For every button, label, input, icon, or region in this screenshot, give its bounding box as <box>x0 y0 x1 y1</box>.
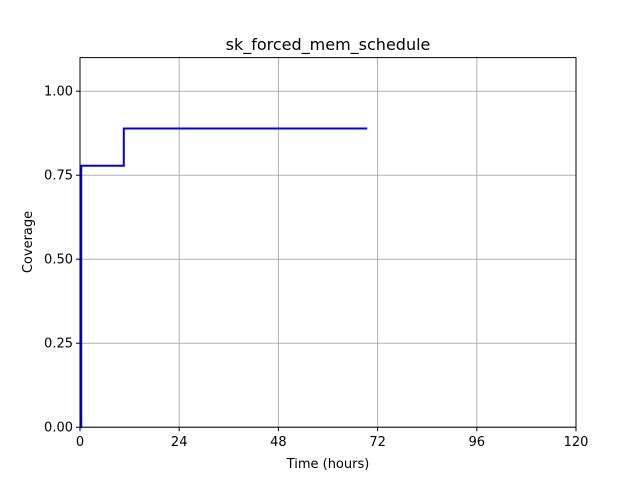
y-axis-ticks: 0.00 0.25 0.50 0.75 1.00 <box>44 85 80 436</box>
plot-frame <box>79 57 577 428</box>
x-tick-label: 96 <box>469 435 486 450</box>
y-tick-label: 1.00 <box>44 85 73 100</box>
y-tick-label: 0.50 <box>44 253 73 268</box>
grid-lines <box>79 57 577 428</box>
x-tick-label: 120 <box>564 435 589 450</box>
x-tick-label: 24 <box>171 435 188 450</box>
x-axis-ticks: 0 24 48 72 96 120 <box>76 427 589 450</box>
chart-title: sk_forced_mem_schedule <box>226 35 431 55</box>
x-axis-label: Time (hours) <box>286 457 370 472</box>
x-tick-label: 0 <box>76 435 84 450</box>
y-tick-label: 0.25 <box>44 337 73 352</box>
x-tick-label: 72 <box>369 435 386 450</box>
coverage-series-line <box>80 127 368 429</box>
y-tick-label: 0.75 <box>44 169 73 184</box>
x-tick-label: 48 <box>270 435 287 450</box>
series-layer <box>80 127 368 429</box>
y-tick-label: 0.00 <box>44 421 73 436</box>
y-axis-label: Coverage <box>21 211 36 273</box>
